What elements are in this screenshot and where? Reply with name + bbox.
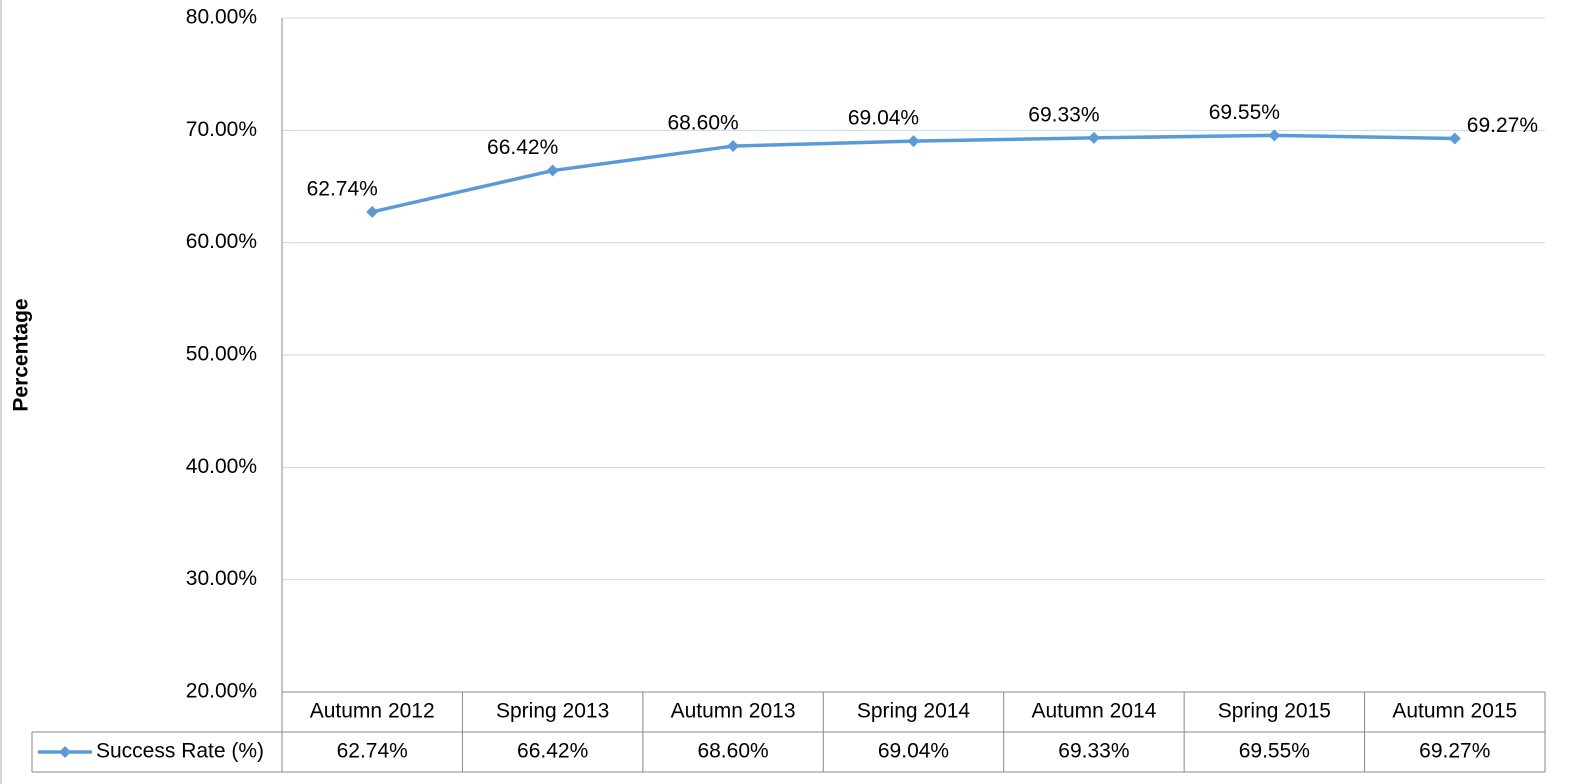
data-label: 66.42% — [487, 136, 558, 159]
x-tick-label: Autumn 2013 — [671, 700, 796, 723]
y-tick-label: 40.00% — [186, 455, 257, 478]
table-value: 69.55% — [1239, 740, 1310, 763]
x-tick-label: Spring 2015 — [1218, 700, 1331, 723]
y-tick-label: 30.00% — [186, 567, 257, 590]
x-tick-label: Spring 2013 — [496, 700, 609, 723]
table-value: 66.42% — [517, 740, 588, 763]
y-tick-label: 20.00% — [186, 680, 257, 703]
data-label: 69.33% — [1028, 103, 1099, 126]
data-label: 69.27% — [1467, 114, 1538, 137]
marker — [727, 140, 740, 153]
table-value: 69.04% — [878, 740, 949, 763]
marker — [366, 205, 379, 218]
x-tick-label: Autumn 2014 — [1031, 700, 1156, 723]
data-label: 62.74% — [307, 177, 378, 200]
legend-marker — [59, 746, 71, 758]
legend-label: Success Rate (%) — [96, 740, 264, 763]
y-tick-label: 60.00% — [186, 230, 257, 253]
y-tick-label: 80.00% — [186, 6, 257, 29]
x-tick-label: Spring 2014 — [857, 700, 971, 723]
table-value: 68.60% — [697, 740, 768, 763]
marker — [546, 164, 559, 177]
marker — [1087, 131, 1100, 144]
y-tick-label: 70.00% — [186, 118, 257, 141]
table-value: 62.74% — [337, 740, 408, 763]
data-label: 69.55% — [1209, 101, 1280, 124]
marker — [1268, 129, 1281, 142]
x-tick-label: Autumn 2015 — [1392, 700, 1517, 723]
data-label: 68.60% — [667, 112, 738, 135]
marker — [907, 135, 920, 148]
y-axis-label: Percentage — [10, 298, 33, 411]
marker — [1448, 132, 1461, 145]
table-value: 69.27% — [1419, 740, 1490, 763]
x-tick-label: Autumn 2012 — [310, 700, 435, 723]
y-tick-label: 50.00% — [186, 343, 257, 366]
table-value: 69.33% — [1058, 740, 1129, 763]
data-label: 69.04% — [848, 107, 919, 130]
